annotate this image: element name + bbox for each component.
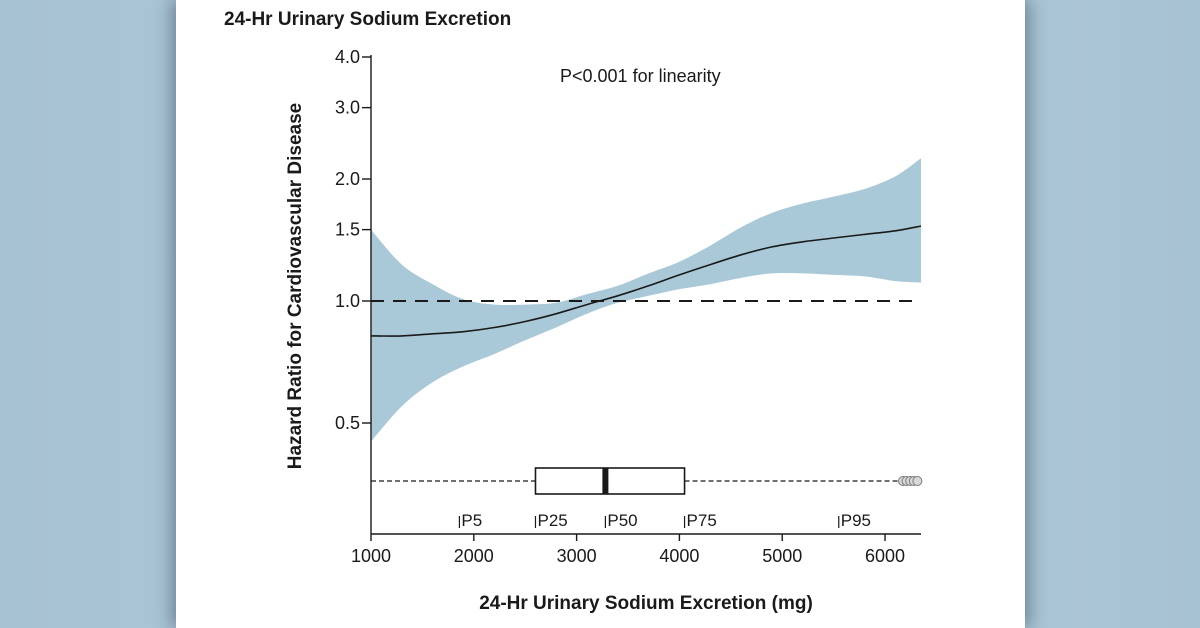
iqr-box — [534, 467, 686, 495]
y-tick-label: 3.0 — [335, 98, 360, 118]
x-tick-label: 6000 — [865, 546, 905, 566]
percentile-label: P95 — [841, 511, 871, 530]
y-tick-label: 1.5 — [335, 220, 360, 240]
distribution-boxplot: P5 P25 P50 P75 P95 — [371, 467, 923, 530]
x-tick-label: 4000 — [659, 546, 699, 566]
percentile-label: P5 — [461, 511, 482, 530]
axes: 0.5 1.0 1.5 2.0 3.0 4.0 1000 2000 3000 4000 5000 60… — [335, 47, 921, 566]
x-axis-label: 24-Hr Urinary Sodium Excretion (mg) — [479, 593, 813, 614]
outlier-point — [912, 476, 923, 486]
hazard-ratio-line — [370, 225, 922, 337]
percentile-label: P50 — [607, 511, 637, 530]
linearity-annotation: P<0.001 for linearity — [560, 66, 721, 86]
y-tick-label: 0.5 — [335, 413, 360, 433]
figure-card — [176, 0, 1025, 628]
y-tick-label: 4.0 — [335, 47, 360, 67]
x-tick-label: 5000 — [762, 546, 802, 566]
x-tick-label: 2000 — [454, 546, 494, 566]
x-tick-label: 3000 — [557, 546, 597, 566]
y-axis-label: Hazard Ratio for Cardiovascular Disease — [285, 103, 306, 469]
percentile-label: P25 — [537, 511, 567, 530]
chart-title: 24-Hr Urinary Sodium Excretion — [224, 9, 511, 30]
x-tick-label: 1000 — [351, 546, 391, 566]
median-bar — [602, 468, 609, 494]
y-tick-label: 1.0 — [335, 291, 360, 311]
confidence-band — [371, 158, 921, 442]
percentile-label: P75 — [687, 511, 717, 530]
y-tick-label: 2.0 — [335, 169, 360, 189]
